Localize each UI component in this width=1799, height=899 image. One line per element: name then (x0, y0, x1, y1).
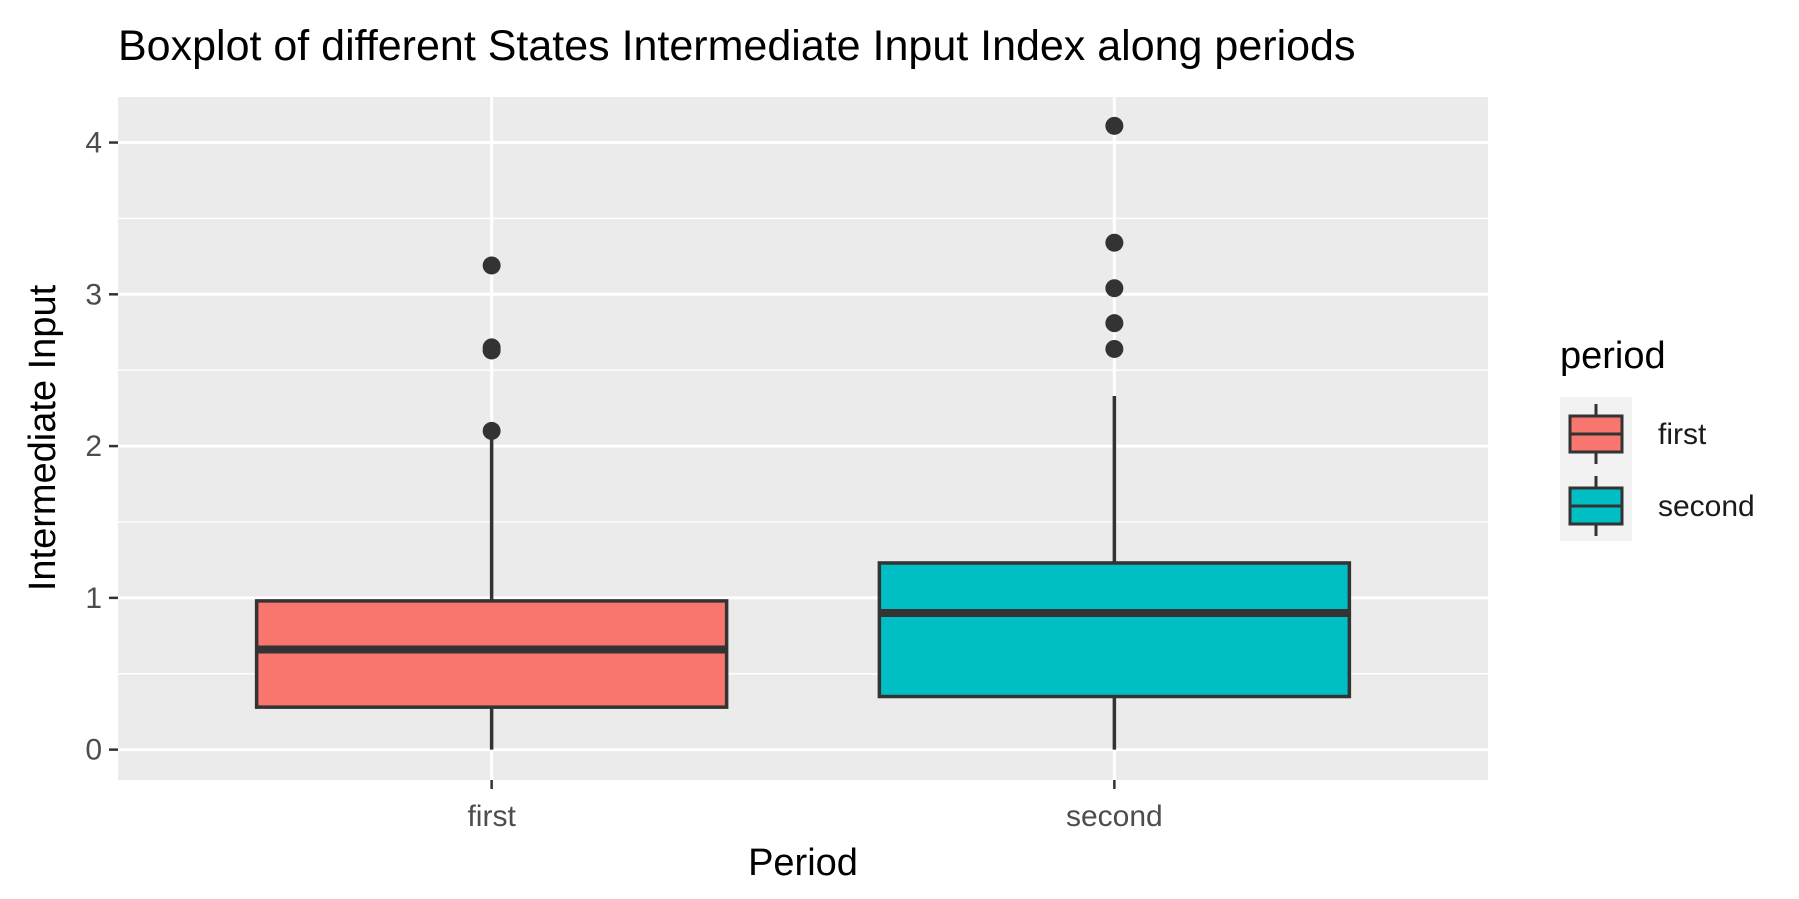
legend-label-first: first (1658, 418, 1707, 451)
x-axis: first second (467, 780, 1163, 833)
legend-key-first: first (1568, 404, 1707, 464)
y-tick-label: 2 (85, 430, 102, 463)
legend: period first second (1560, 335, 1755, 541)
x-tick-label: first (467, 800, 516, 833)
y-tick-label: 4 (85, 127, 102, 160)
y-tick-label: 3 (85, 278, 102, 311)
y-axis: 0 1 2 3 4 (85, 127, 118, 767)
outlier-point (1105, 339, 1124, 358)
box-second (877, 116, 1352, 750)
box-first (254, 256, 729, 750)
outlier-point (482, 338, 501, 357)
legend-title: period (1560, 335, 1666, 377)
y-tick-label: 0 (85, 734, 102, 767)
box-body (254, 599, 729, 709)
outlier-point (482, 421, 501, 440)
chart-title: Boxplot of different States Intermediate… (118, 22, 1355, 70)
x-tick-label: second (1066, 800, 1163, 833)
outlier-point (1105, 116, 1124, 135)
legend-key-second: second (1568, 476, 1755, 536)
box-body (877, 561, 1352, 699)
y-axis-title: Intermediate Input (22, 284, 64, 591)
outlier-point (1105, 233, 1124, 252)
boxes (254, 116, 1352, 750)
outlier-point (482, 256, 501, 275)
outlier-point (1105, 279, 1124, 298)
legend-label-second: second (1658, 490, 1755, 523)
outlier-point (1105, 314, 1124, 333)
y-tick-label: 1 (85, 582, 102, 615)
x-axis-title: Period (748, 842, 858, 884)
